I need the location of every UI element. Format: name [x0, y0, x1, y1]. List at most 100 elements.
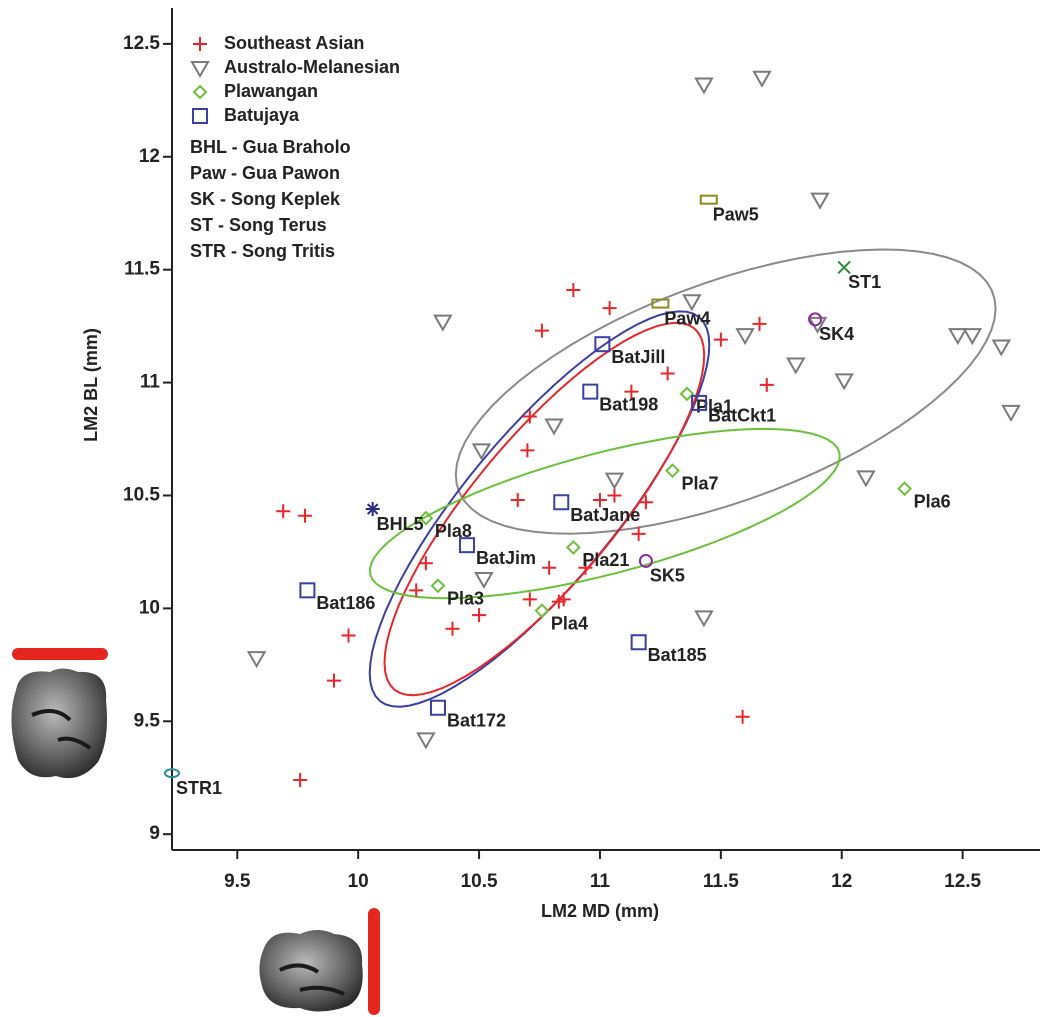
point-label: BatJane: [570, 505, 640, 525]
point: [327, 674, 341, 688]
point: [632, 635, 646, 649]
point: [298, 509, 312, 523]
legend-marker: [193, 37, 207, 51]
point: [445, 622, 459, 636]
point: [788, 359, 804, 373]
point-label: Pla6: [914, 491, 951, 511]
point: [583, 385, 597, 399]
axes: [172, 8, 1040, 850]
point: [858, 471, 874, 485]
point: [714, 333, 728, 347]
point: [737, 329, 753, 343]
specimen-label: Paw5: [713, 204, 759, 224]
point-label: Pla21: [582, 550, 629, 570]
x-axis-title: LM2 MD (mm): [541, 901, 659, 921]
tooth-image: [259, 930, 362, 1012]
point: [836, 374, 852, 388]
legend-note: STR - Song Tritis: [190, 241, 335, 261]
x-tick-label: 12: [831, 871, 852, 892]
scale-bar: [368, 908, 380, 1015]
point: [950, 329, 966, 343]
legend-label: Australo-Melanesian: [224, 57, 400, 77]
y-tick-label: 9.5: [134, 710, 161, 731]
point: [418, 733, 434, 747]
point: [993, 340, 1009, 354]
point: [472, 608, 486, 622]
point: [276, 504, 290, 518]
x-tick-label: 9.5: [224, 871, 251, 892]
y-tick-label: 11: [140, 372, 161, 393]
point: [249, 652, 265, 666]
point: [696, 611, 712, 625]
legend-label: Batujaya: [224, 105, 300, 125]
point: [554, 495, 568, 509]
point: [511, 493, 525, 507]
point: [567, 541, 579, 553]
point-label: BatJim: [476, 548, 536, 568]
point: [432, 580, 444, 592]
y-axis-title: LM2 BL (mm): [81, 328, 101, 442]
point: [546, 419, 562, 433]
point: [476, 573, 492, 587]
point: [899, 483, 911, 495]
point: [293, 773, 307, 787]
specimen-label: STR1: [176, 778, 222, 798]
point: [964, 329, 980, 343]
point: [542, 561, 556, 575]
scale-bar: [12, 648, 108, 660]
specimen-label: Paw4: [664, 308, 710, 328]
point: [300, 583, 314, 597]
y-tick-label: 11.5: [124, 259, 160, 280]
point: [431, 701, 445, 715]
point: [736, 710, 750, 724]
point: [419, 556, 433, 570]
x-tick-label: 11: [590, 871, 611, 892]
point: [753, 317, 767, 331]
legend-marker: [193, 109, 207, 123]
specimen-label: SK4: [819, 324, 854, 344]
point: [535, 324, 549, 338]
specimen-label: BHL5: [377, 514, 424, 534]
point-label: Bat198: [599, 394, 658, 414]
point: [606, 474, 622, 488]
point: [812, 194, 828, 208]
x-tick-label: 10: [348, 871, 369, 892]
point: [701, 196, 717, 204]
legend-note: ST - Song Terus: [190, 215, 327, 235]
point-label: Bat172: [447, 710, 506, 730]
x-tick-label: 12.5: [944, 871, 981, 892]
legend-marker: [192, 62, 208, 76]
point: [523, 592, 537, 606]
legend-note: BHL - Gua Braholo: [190, 137, 351, 157]
point: [684, 295, 700, 309]
legend-label: Plawangan: [224, 81, 318, 101]
y-tick-label: 12: [139, 146, 160, 167]
point-label: BatJill: [611, 347, 665, 367]
point-label: Pla3: [447, 589, 484, 609]
point: [523, 409, 537, 423]
point: [603, 301, 617, 315]
tooth-image: [11, 669, 107, 779]
point: [661, 367, 675, 381]
x-tick-label: 10.5: [461, 871, 498, 892]
point: [342, 628, 356, 642]
legend-marker: [194, 86, 206, 98]
point-label: BatCkt1: [708, 406, 776, 426]
point: [639, 495, 653, 509]
specimen-label: ST1: [848, 272, 881, 292]
point: [760, 378, 774, 392]
y-tick-label: 10.5: [123, 484, 160, 505]
point: [566, 283, 580, 297]
point: [696, 79, 712, 93]
legend-note: SK - Song Keplek: [190, 189, 341, 209]
point-label: Bat186: [316, 593, 375, 613]
legend-label: Southeast Asian: [224, 33, 364, 53]
point-label: Pla4: [551, 613, 588, 633]
point: [520, 443, 534, 457]
y-tick-label: 9: [149, 823, 160, 844]
confidence-ellipse: [385, 323, 705, 695]
point: [435, 316, 451, 330]
point: [536, 605, 548, 617]
point-label: Bat185: [648, 645, 707, 665]
point-label: Pla7: [681, 473, 718, 493]
